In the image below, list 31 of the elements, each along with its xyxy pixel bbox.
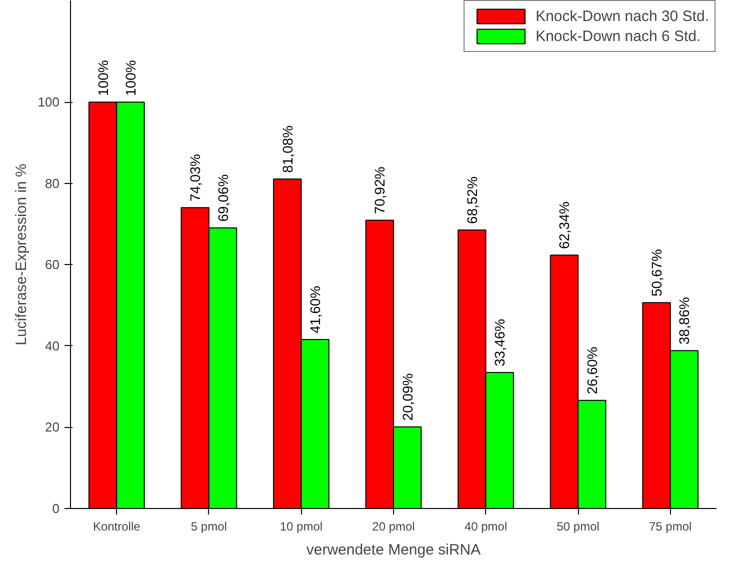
data-label: 69,06% — [214, 174, 231, 222]
y-tick-label: 60 — [45, 257, 60, 272]
data-label: 41,60% — [307, 286, 324, 334]
data-label: 33,46% — [492, 318, 508, 366]
y-axis-title: Luciferase-Expression in % — [12, 164, 30, 346]
x-tick-label: 40 pmol — [464, 520, 508, 534]
x-tick-label: 10 pmol — [280, 520, 323, 534]
y-tick-label: 20 — [45, 420, 60, 435]
data-label: 74,03% — [187, 154, 204, 202]
data-label: 100% — [122, 60, 138, 96]
x-tick-label: 20 pmol — [372, 520, 415, 534]
data-label: 20,09% — [399, 373, 416, 421]
data-label: 70,92% — [372, 166, 388, 214]
x-tick-label: 75 pmol — [649, 520, 692, 534]
legend-label: Knock-Down nach 6 Std. — [536, 28, 701, 44]
data-label: 38,86% — [676, 296, 692, 344]
y-tick-label: 0 — [52, 501, 60, 516]
x-axis-title: verwendete Menge siRNA — [306, 542, 481, 558]
data-label: 62,34% — [556, 202, 572, 250]
data-label: 26,60% — [584, 346, 600, 394]
data-label: 81,08% — [279, 125, 296, 173]
legend-label: Knock-Down nach 30 Std. — [536, 8, 709, 24]
y-tick-label: 40 — [45, 338, 60, 354]
data-label: 50,67% — [648, 248, 665, 296]
y-tick-label: 80 — [45, 176, 60, 191]
y-tick-label: 100 — [38, 94, 60, 110]
data-label: 100% — [94, 60, 111, 96]
x-tick-label: 50 pmol — [556, 520, 600, 534]
x-tick-label: Kontrolle — [92, 520, 141, 534]
x-tick-label: 5 pmol — [190, 520, 227, 534]
data-label: 68,52% — [464, 176, 480, 224]
